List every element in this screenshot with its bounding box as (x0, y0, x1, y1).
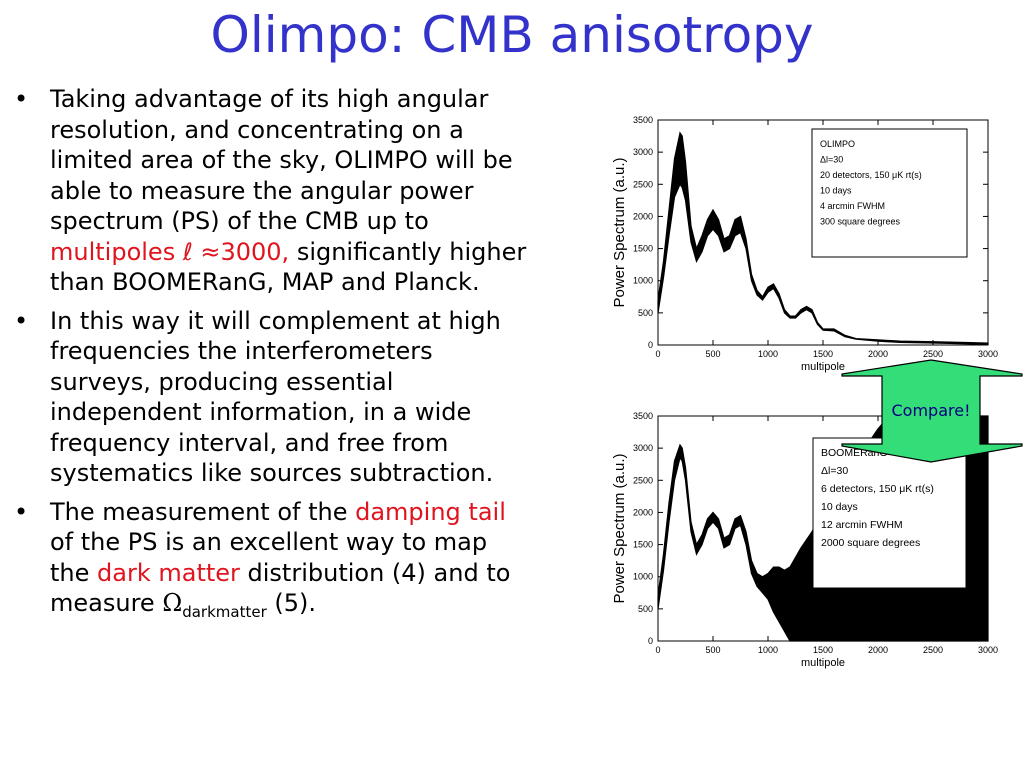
y-tick-label: 2500 (633, 475, 653, 485)
line: In this way it will complement at high (50, 306, 501, 335)
x-tick-label: 1000 (758, 645, 778, 655)
x-tick-label: 1000 (758, 349, 778, 359)
boomerang-chart: 0 500 1000 1500 2000 2500 3000 0 500 1000 1500 2000… (611, 411, 998, 669)
x-tick-label: 2500 (923, 645, 943, 655)
y-axis-label: Power Spectrum (a.u.) (611, 157, 628, 307)
x-tick-label: 500 (705, 645, 720, 655)
line: spectrum (PS) of the CMB up to (50, 207, 429, 235)
line: able to measure the angular power (50, 176, 474, 205)
line: resolution, and concentrating on a (50, 115, 464, 144)
x-axis-label: multipole (801, 361, 845, 373)
bullet-dot: • (14, 497, 29, 526)
y-tick-label: 2000 (633, 507, 653, 517)
bullet-list: • Taking advantage of its high angular r… (14, 84, 604, 635)
x-tick-label: 1500 (813, 349, 833, 359)
y-tick-label: 0 (648, 340, 653, 350)
legend-entry: 10 days (821, 501, 858, 513)
line: surveys, producing essential (50, 367, 394, 396)
y-tick-label: 500 (638, 604, 653, 614)
bullet-dot: • (14, 306, 29, 335)
dark-matter-highlight: dark matter (97, 558, 240, 587)
x-tick-label: 2500 (923, 349, 943, 359)
olimpo-chart: 0 500 1000 1500 2000 2500 3000 0 500 1000 1500 2000… (611, 115, 998, 373)
legend-entry: BOOMERanG (821, 447, 888, 459)
bullet-item-resolution: • Taking advantage of its high angular r… (14, 84, 604, 298)
line: frequency interval, and free from (50, 428, 449, 457)
line: independent information, in a wide (50, 398, 472, 426)
x-tick-label: 500 (705, 349, 720, 359)
line: limited area of the sky, OLIMPO will be (50, 146, 513, 174)
legend-entry: OLIMPO (820, 139, 855, 149)
legend-entry: 300 square degrees (820, 217, 901, 227)
legend-entry: Δl=30 (820, 155, 843, 165)
y-tick-label: 1000 (633, 276, 653, 286)
x-tick-label: 3000 (978, 645, 998, 655)
y-tick-label: 1500 (633, 244, 653, 254)
line: (5). (266, 589, 317, 617)
y-tick-label: 1500 (633, 540, 653, 550)
omega-subscript: darkmatter (182, 602, 267, 621)
x-tick-label: 2000 (868, 349, 888, 359)
line: frequencies the interferometers (50, 337, 433, 365)
legend-entry: 4 arcmin FWHM (820, 201, 885, 211)
y-tick-label: 0 (648, 636, 653, 646)
legend-entry: Δl=30 (821, 465, 848, 477)
line: measure (50, 589, 163, 617)
omega-symbol: Ω (162, 589, 183, 617)
line: the (50, 558, 98, 587)
y-tick-label: 2500 (633, 179, 653, 189)
line: distribution (4) and to (239, 558, 511, 587)
bullet-dot: • (14, 85, 29, 113)
bullet-item-complement: • In this way it will complement at high… (14, 306, 604, 489)
y-tick-label: 1000 (633, 572, 653, 582)
legend-entry: 10 days (820, 186, 852, 196)
legend-entry: 12 arcmin FWHM (821, 519, 903, 531)
legend: OLIMPO Δl=30 20 detectors, 150 μK rt(s) 10 … (811, 128, 968, 258)
legend-entry: 6 detectors, 150 μK rt(s) (821, 483, 934, 495)
y-tick-label: 500 (638, 308, 653, 318)
y-tick-label: 3500 (633, 411, 653, 421)
y-tick-label: 3000 (633, 443, 653, 453)
y-tick-label: 3500 (633, 115, 653, 125)
x-tick-label: 0 (655, 349, 660, 359)
legend-box (811, 128, 968, 258)
line: systematics like sources subtraction. (50, 459, 494, 487)
x-tick-label: 2000 (868, 645, 888, 655)
y-axis-label: Power Spectrum (a.u.) (611, 453, 628, 603)
legend-entry: 20 detectors, 150 μK rt(s) (820, 170, 922, 180)
legend: BOOMERanG Δl=30 6 detectors, 150 μK rt(s) 1… (812, 437, 967, 589)
legend-box (812, 437, 967, 589)
line: significantly higher (289, 237, 527, 266)
x-tick-label: 1500 (813, 645, 833, 655)
y-tick-label: 3000 (633, 147, 653, 157)
line: than BOOMERanG, MAP and Planck. (50, 268, 480, 296)
x-axis-label: multipole (801, 657, 845, 669)
slide-title: Olimpo: CMB anisotropy (210, 6, 814, 64)
legend-entry: 2000 square degrees (821, 537, 920, 549)
x-tick-label: 3000 (978, 349, 998, 359)
line: The measurement of the (50, 497, 356, 526)
y-tick-label: 2000 (633, 211, 653, 221)
x-tick-label: 0 (655, 645, 660, 655)
line: of the PS is an excellent way to map (50, 528, 488, 556)
multipoles-highlight: multipoles ℓ ≈3000, (50, 237, 290, 266)
line: Taking advantage of its high angular (50, 85, 489, 113)
damping-tail-highlight: damping tail (355, 497, 506, 526)
bullet-item-damping: • The measurement of the damping tail of… (14, 497, 604, 628)
